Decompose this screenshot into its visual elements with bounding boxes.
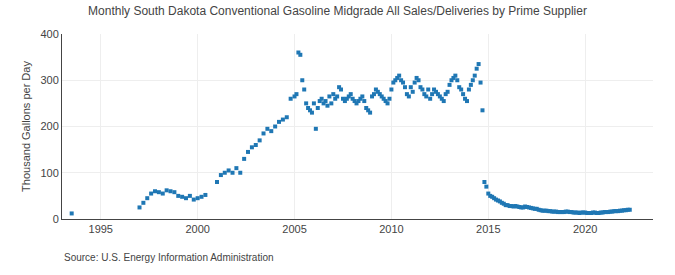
svg-text:100: 100 — [40, 167, 58, 179]
svg-text:300: 300 — [40, 74, 58, 86]
svg-text:Source: U.S. Energy Informatio: Source: U.S. Energy Information Administ… — [64, 252, 274, 263]
svg-text:200: 200 — [40, 120, 58, 132]
svg-text:2015: 2015 — [476, 223, 500, 235]
svg-text:400: 400 — [40, 28, 58, 40]
svg-text:1995: 1995 — [89, 223, 113, 235]
svg-text:Thousand Gallons per Day: Thousand Gallons per Day — [20, 61, 32, 192]
svg-text:2005: 2005 — [282, 223, 306, 235]
svg-text:2010: 2010 — [379, 223, 403, 235]
svg-text:0: 0 — [53, 213, 59, 225]
svg-text:2000: 2000 — [185, 223, 209, 235]
svg-text:Monthly South Dakota Conventio: Monthly South Dakota Conventional Gasoli… — [88, 4, 587, 18]
svg-text:2020: 2020 — [573, 223, 597, 235]
